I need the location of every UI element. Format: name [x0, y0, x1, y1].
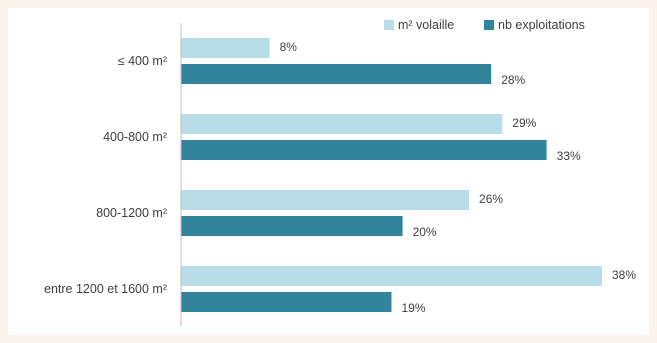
data-label: 29%: [512, 116, 536, 130]
bar-m2-volaille-3: [181, 266, 602, 286]
bar-nb-exploitations-2: [181, 216, 403, 236]
bar-m2-volaille-0: [181, 38, 270, 58]
legend-swatch: [384, 20, 394, 30]
data-label: 20%: [413, 225, 437, 239]
category-label: 800-1200 m²: [96, 206, 167, 220]
bar-chart: m² volaille nb exploitations 8% 28% 29% 33% 2…: [44, 18, 636, 326]
data-label: 19%: [402, 301, 426, 315]
bar-nb-exploitations-1: [181, 140, 547, 160]
category-label: entre 1200 et 1600 m²: [44, 282, 167, 296]
chart-panel: m² volaille nb exploitations 8% 28% 29% 33% 2…: [8, 8, 649, 335]
category-label: 400-800 m²: [103, 130, 167, 144]
data-label: 38%: [612, 268, 636, 282]
legend-swatch: [484, 20, 494, 30]
bar-m2-volaille-1: [181, 114, 503, 134]
category-labels: ≤ 400 m² 400-800 m² 800-1200 m² entre 1200 …: [44, 54, 167, 296]
legend-item-m2-volaille: m² volaille: [398, 18, 454, 32]
bar-nb-exploitations-3: [181, 292, 392, 312]
bars-group: 8% 28% 29% 33% 26% 20% 38% 19%: [181, 38, 636, 315]
legend: m² volaille nb exploitations: [384, 18, 585, 32]
bar-nb-exploitations-0: [181, 64, 492, 84]
category-label: ≤ 400 m²: [118, 54, 167, 68]
data-label: 26%: [479, 192, 503, 206]
data-label: 28%: [501, 73, 525, 87]
bar-m2-volaille-2: [181, 190, 470, 210]
data-label: 33%: [557, 149, 581, 163]
data-label: 8%: [280, 40, 298, 54]
legend-item-nb-exploitations: nb exploitations: [498, 18, 585, 32]
